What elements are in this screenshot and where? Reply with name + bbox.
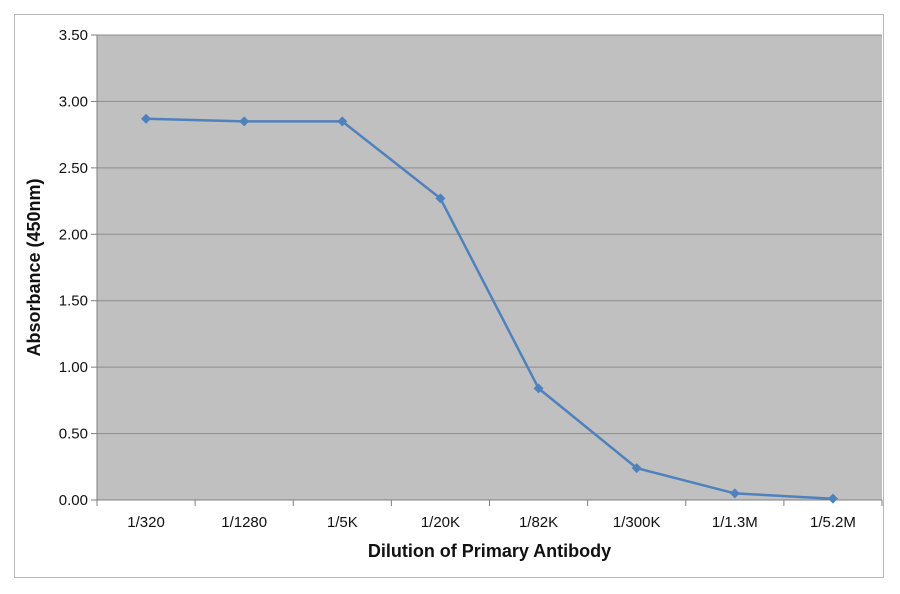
y-tick-label: 0.00 (59, 492, 88, 509)
series-line (146, 117, 833, 500)
x-tick-label: 1/5.2M (810, 514, 856, 531)
data-point (435, 193, 446, 204)
data-point (239, 116, 250, 127)
x-tick-label: 1/5K (327, 514, 358, 531)
y-tick-label: 3.50 (59, 27, 88, 44)
gridlines (97, 34, 882, 435)
x-tick-label: 1/82K (519, 514, 558, 531)
y-tick-label: 2.50 (59, 160, 88, 177)
axes (91, 34, 883, 506)
x-tick-labels: 1/320 1/1280 1/5K 1/20K 1/82K 1/300K 1/1.3M 1/5… (127, 514, 856, 531)
x-tick-label: 1/300K (613, 514, 661, 531)
plot-area (97, 35, 882, 500)
y-tick-label: 1.00 (59, 359, 88, 376)
y-tick-label: 0.50 (59, 426, 88, 443)
y-tick-label: 3.00 (59, 93, 88, 110)
x-axis-title: Dilution of Primary Antibody (368, 541, 611, 561)
y-tick-labels: 0.00 0.50 1.00 1.50 2.00 2.50 3.00 3.50 (59, 27, 88, 509)
x-tick-label: 1/20K (421, 514, 460, 531)
x-tick-label: 1/1.3M (712, 514, 758, 531)
y-tick-label: 1.50 (59, 293, 88, 310)
data-point (827, 493, 838, 504)
data-point (141, 113, 152, 124)
y-tick-label: 2.00 (59, 226, 88, 243)
x-tick-label: 1/1280 (221, 514, 267, 531)
data-point (729, 488, 740, 499)
data-point (631, 463, 642, 474)
y-axis-title: Absorbance (450nm) (24, 178, 44, 356)
data-point (337, 116, 348, 127)
x-tick-label: 1/320 (127, 514, 165, 531)
data-points (141, 113, 838, 504)
data-point (533, 383, 544, 394)
